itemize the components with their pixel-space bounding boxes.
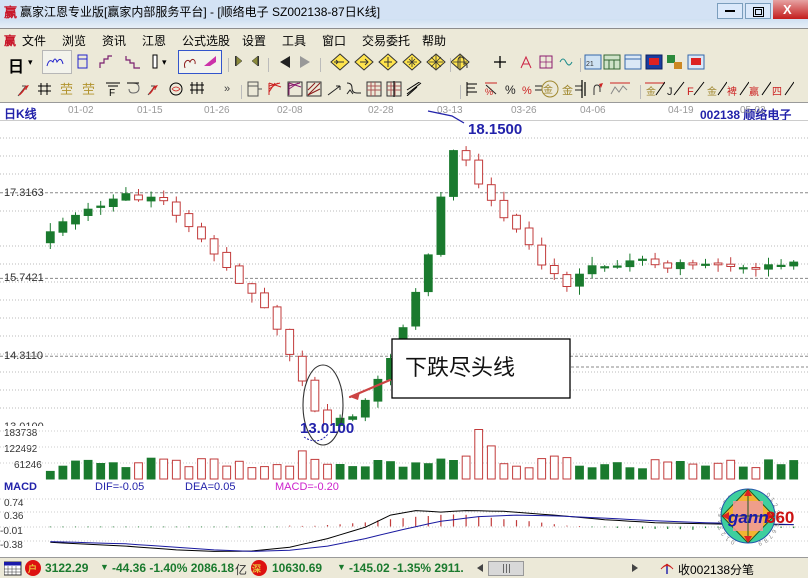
svg-text:金: 金 xyxy=(562,83,573,97)
svg-text:360: 360 xyxy=(766,508,794,527)
svg-text:%: % xyxy=(505,83,516,97)
svg-text:户: 户 xyxy=(28,563,37,574)
svg-text:21: 21 xyxy=(586,61,594,68)
svg-text:赢: 赢 xyxy=(749,85,759,97)
svg-text:深: 深 xyxy=(252,563,261,574)
svg-text:金: 金 xyxy=(543,83,553,96)
svg-text:F: F xyxy=(687,86,694,97)
svg-text:裨: 裨 xyxy=(727,85,737,97)
svg-text:金: 金 xyxy=(707,85,717,97)
svg-text:茔: 茔 xyxy=(82,82,95,97)
svg-text:茔: 茔 xyxy=(60,82,73,97)
svg-text:%: % xyxy=(485,87,493,97)
svg-text:J: J xyxy=(667,86,673,97)
svg-text:四: 四 xyxy=(772,87,782,97)
svg-text:gann: gann xyxy=(727,508,769,527)
svg-text:F: F xyxy=(109,88,115,97)
svg-text:金: 金 xyxy=(646,85,656,97)
svg-text:%: % xyxy=(522,85,532,97)
